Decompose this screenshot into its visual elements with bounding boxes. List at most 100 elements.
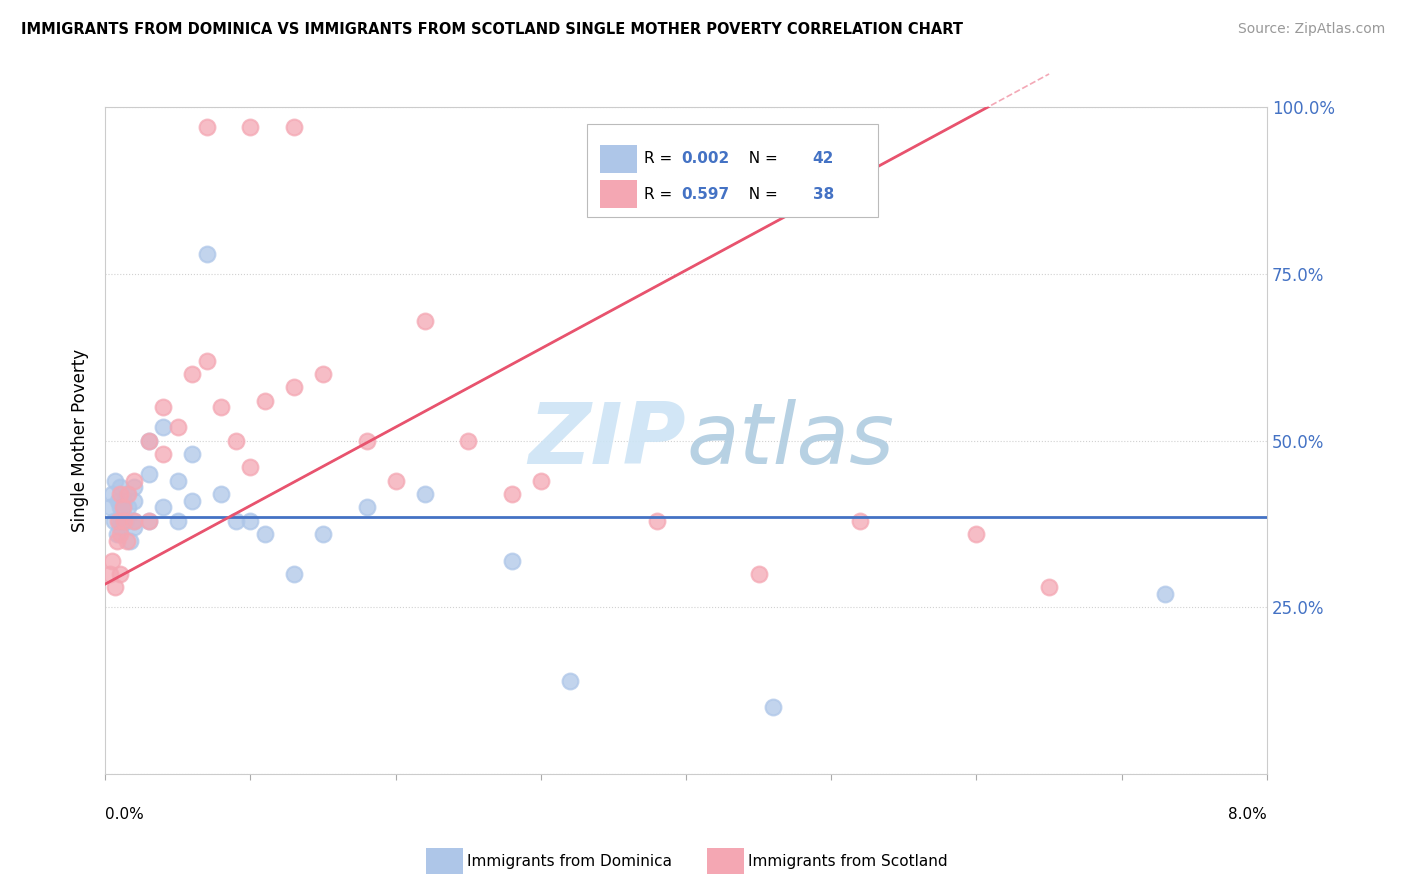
Point [356,434,378,448]
Point [225,514,247,528]
Text: R =: R = [644,152,678,167]
Text: N =: N = [740,152,783,167]
Point [108,527,131,541]
Text: 0.002: 0.002 [682,152,730,167]
Point [312,527,335,541]
Point [112,493,135,508]
Point [104,581,127,595]
FancyBboxPatch shape [588,124,877,218]
Point [152,500,174,515]
Point [108,514,131,528]
Point [312,367,335,381]
Point [225,434,247,448]
Text: IMMIGRANTS FROM DOMINICA VS IMMIGRANTS FROM SCOTLAND SINGLE MOTHER POVERTY CORRE: IMMIGRANTS FROM DOMINICA VS IMMIGRANTS F… [21,22,963,37]
Point [117,500,139,515]
Text: ZIP: ZIP [529,400,686,483]
Point [209,487,232,501]
Point [122,480,145,494]
Point [138,514,160,528]
Point [384,474,406,488]
Point [98,567,121,582]
Point [152,401,174,415]
FancyBboxPatch shape [600,145,637,173]
Text: 0.0%: 0.0% [105,807,143,822]
Point [103,514,125,528]
Point [413,487,436,501]
Point [122,514,145,528]
Point [104,474,127,488]
Point [108,520,131,534]
Point [1154,587,1177,601]
Point [108,567,131,582]
Text: 0.597: 0.597 [682,186,730,202]
Text: Immigrants from Dominica: Immigrants from Dominica [467,855,672,869]
Text: Immigrants from Scotland: Immigrants from Scotland [748,855,948,869]
Point [239,460,262,475]
Point [239,514,262,528]
Point [117,487,139,501]
Point [283,380,305,394]
Point [181,447,204,461]
Point [501,554,523,568]
Y-axis label: Single Mother Poverty: Single Mother Poverty [72,349,89,533]
Point [138,514,160,528]
Point [195,120,218,135]
Point [558,673,581,688]
Point [283,567,305,582]
FancyBboxPatch shape [600,180,637,209]
Point [166,474,188,488]
Text: 38: 38 [813,186,834,202]
Point [122,493,145,508]
Point [112,514,135,528]
Point [166,420,188,434]
Point [966,527,988,541]
Text: 8.0%: 8.0% [1229,807,1267,822]
Point [108,480,131,494]
Text: 42: 42 [813,152,834,167]
Point [101,554,124,568]
Point [283,120,305,135]
Point [253,393,276,408]
Point [115,533,138,548]
Point [122,514,145,528]
Point [118,533,141,548]
Point [1038,581,1060,595]
Point [530,474,553,488]
Point [457,434,479,448]
Point [195,353,218,368]
Point [105,527,128,541]
Text: Source: ZipAtlas.com: Source: ZipAtlas.com [1237,22,1385,37]
Point [762,700,785,714]
Point [645,514,668,528]
Point [108,487,131,501]
Point [501,487,523,501]
Point [122,474,145,488]
Point [849,514,872,528]
Point [114,514,136,528]
Point [107,514,129,528]
Point [138,434,160,448]
Point [748,567,770,582]
Point [413,314,436,328]
Text: atlas: atlas [686,400,894,483]
Point [111,507,134,521]
Point [138,434,160,448]
Point [239,120,262,135]
Point [138,467,160,481]
Point [107,493,129,508]
Point [101,487,124,501]
Point [152,420,174,434]
Point [122,520,145,534]
Point [209,401,232,415]
Point [356,500,378,515]
Text: R =: R = [644,186,678,202]
Point [108,500,131,515]
Point [181,493,204,508]
Point [111,500,134,515]
Point [152,447,174,461]
Point [105,533,128,548]
Point [253,527,276,541]
Point [166,514,188,528]
Text: N =: N = [740,186,783,202]
Point [195,247,218,261]
